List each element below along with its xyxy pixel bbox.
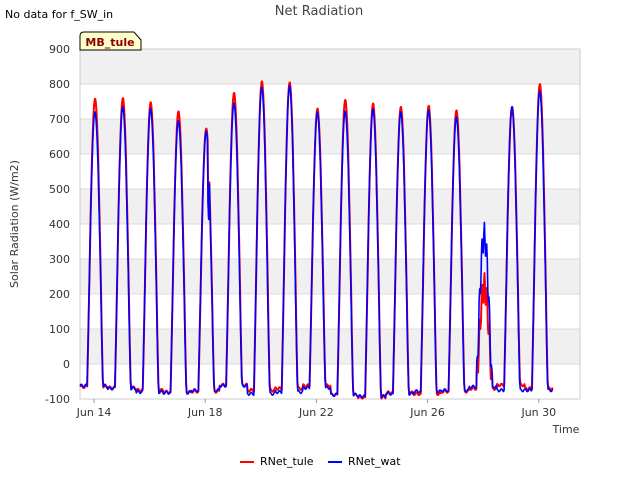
gridlines [79,48,581,400]
series-lines [79,80,554,400]
y-tick-label: 600 [49,148,70,161]
peak-point-rnet-tule [260,80,263,82]
peak-point-rnet-tule [177,110,180,113]
chart-title: Net Radiation [275,4,363,19]
peak-point-rnet-tule [121,97,124,99]
peak-point-rnet-wat [511,105,513,108]
no-data-message: No data for f_SW_in [5,8,113,21]
peak-point-rnet-wat [121,105,124,108]
y-tick-label: 300 [49,253,70,266]
y-tick-label: -100 [45,393,70,406]
peak-point-rnet-wat [344,110,346,113]
x-tick-label: Jun 30 [520,406,556,419]
peak-point-rnet-tule [538,83,541,85]
peak-point-rnet-wat [205,130,207,133]
peak-point-rnet-wat [372,108,374,110]
peak-point-rnet-wat [427,109,430,112]
peak-point-rnet-wat [233,102,235,105]
legend-label-rnet-tule: RNet_tule [260,455,314,468]
station-badge: MB_tule [79,31,142,51]
x-axis-ticks: Jun 14 Jun 18 Jun 22 Jun 26 Jun 30 [76,399,556,419]
legend[interactable]: RNet_tule RNet_wat [240,455,401,468]
peak-point-rnet-wat [399,111,402,113]
grid-band [80,329,580,364]
grid-band [80,189,580,224]
y-tick-label: 100 [49,323,70,336]
x-tick-label: Jun 14 [76,406,112,419]
peak-point-rnet-wat [538,90,541,92]
peak-point-rnet-tule [149,101,152,103]
peak-point-rnet-wat [483,235,485,238]
badge-label: MB_tule [85,36,134,49]
y-tick-label: 500 [49,183,70,196]
peak-point-rnet-tule [455,109,458,112]
peak-point-rnet-wat [316,111,319,113]
grid-band [80,49,580,84]
peak-point-rnet-tule [427,104,430,107]
x-tick-label: Jun 22 [298,406,334,419]
peak-point-rnet-wat [177,119,180,122]
badge-shape [79,31,142,51]
y-tick-label: 200 [49,288,70,301]
plot-frame [79,48,581,400]
peak-point-rnet-tule [316,107,319,110]
grid-band [80,119,580,154]
peak-point-rnet-tule [372,102,374,105]
peak-point-rnet-tule [205,127,207,130]
x-tick-label: Jun 18 [187,406,223,419]
y-tick-label: 0 [63,358,70,371]
peak-point-rnet-wat [288,84,291,87]
peak-point-rnet-tule [483,286,485,288]
y-axis-title: Solar Radiation (W/m2) [8,160,21,288]
peak-point-rnet-wat [149,107,152,110]
x-axis-title: Time [552,423,580,436]
peak-point-rnet-tule [233,91,235,94]
y-tick-label: 900 [49,43,70,56]
grid-band [80,259,580,294]
legend-label-rnet-wat: RNet_wat [348,455,401,468]
peak-point-rnet-tule [399,105,402,108]
peak-point-rnet-tule [94,97,96,100]
y-axis-ticks: -100 0 100 200 300 400 500 600 700 800 900 [45,43,70,406]
peak-point-rnet-wat [260,86,263,89]
peak-point-rnet-wat [94,111,96,113]
peak-point-rnet-wat [455,116,458,119]
peak-point-rnet-tule [344,98,346,101]
x-tick-label: Jun 26 [409,406,445,419]
y-tick-label: 400 [49,218,70,231]
peak-point-rnet-tule [288,81,291,84]
series-line-rnet-wat [79,85,554,399]
y-tick-label: 800 [49,78,70,91]
y-tick-label: 700 [49,113,70,126]
